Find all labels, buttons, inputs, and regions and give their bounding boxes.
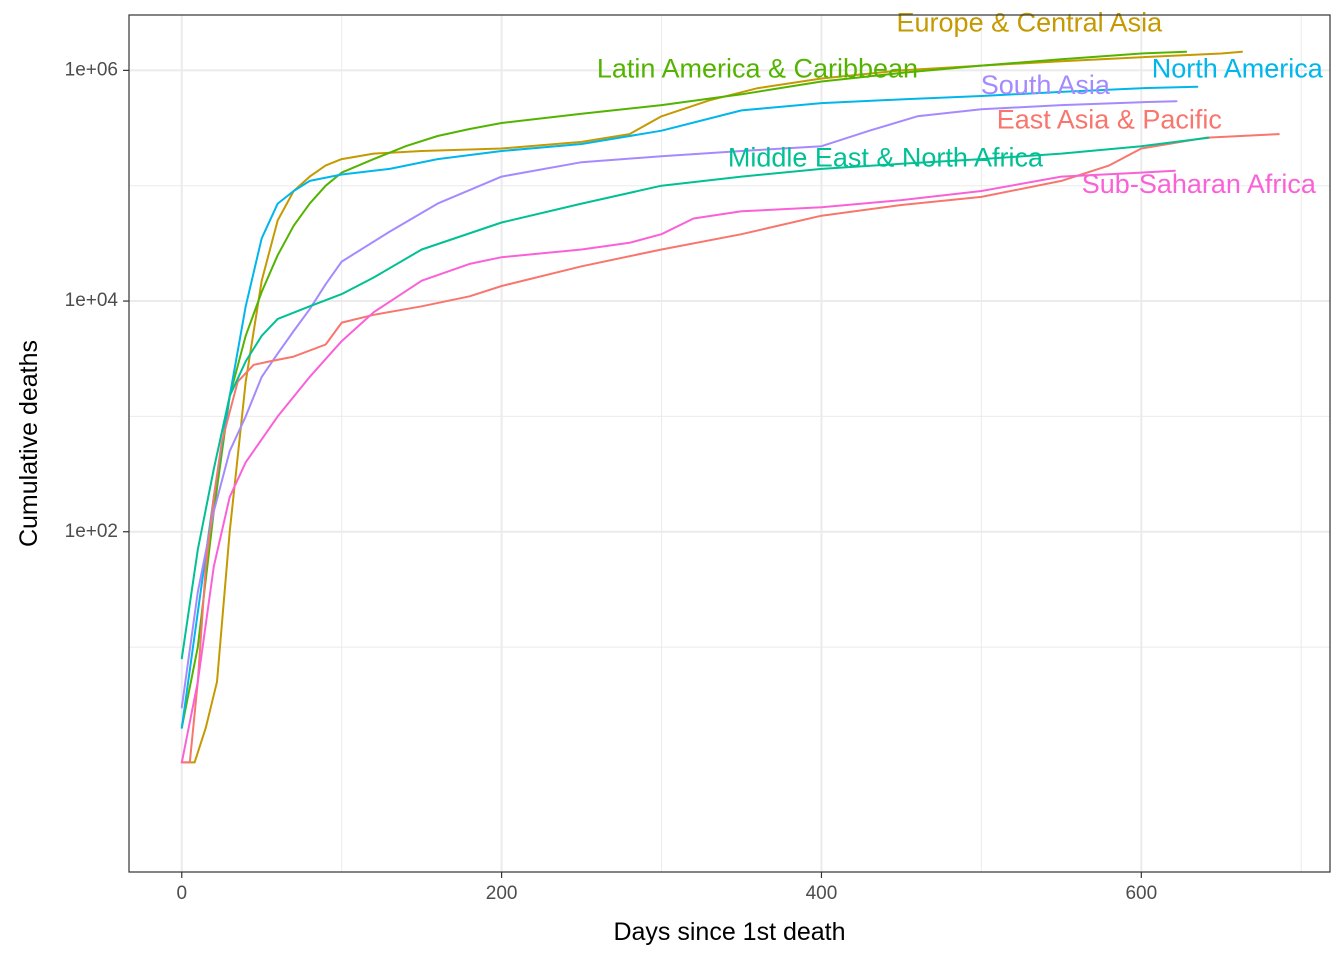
series-labels: Europe & Central Asia Latin America & Car… <box>597 8 1324 199</box>
series-label-sub-saharan-africa: Sub-Saharan Africa <box>1082 169 1317 199</box>
series-label-south-asia: South Asia <box>981 70 1111 100</box>
series-line-east-asia-pacific <box>180 133 1280 764</box>
x-axis: 0 200 400 600 <box>176 872 1157 904</box>
y-axis-title: Cumulative deaths <box>15 340 43 547</box>
series-line-sub-saharan-africa <box>180 169 1176 764</box>
x-tick-label: 600 <box>1125 883 1157 904</box>
grid <box>129 15 1330 872</box>
series-line-south-asia <box>180 100 1178 709</box>
series-label-latin-america-caribbean: Latin America & Caribbean <box>597 53 918 83</box>
series-line-latin-america-caribbean <box>180 50 1188 729</box>
x-tick-label: 400 <box>806 883 838 904</box>
y-tick-label: 1e+02 <box>65 521 118 542</box>
x-axis-title: Days since 1st death <box>613 918 845 946</box>
series-label-east-asia-pacific: East Asia & Pacific <box>997 105 1222 135</box>
y-axis: 1e+02 1e+04 1e+06 <box>65 59 129 542</box>
series-lines <box>180 50 1280 764</box>
series-line-middle-east-north-africa <box>180 136 1210 660</box>
series-label-europe-central-asia: Europe & Central Asia <box>897 8 1164 38</box>
y-tick-label: 1e+06 <box>65 59 118 80</box>
x-tick-label: 200 <box>486 883 518 904</box>
panel-border <box>128 14 1331 873</box>
series-label-north-america: North America <box>1152 53 1324 83</box>
series-label-middle-east-north-africa: Middle East & North Africa <box>728 142 1044 172</box>
x-tick-label: 0 <box>176 883 187 904</box>
series-line-north-america <box>180 85 1199 729</box>
y-tick-label: 1e+04 <box>65 290 119 311</box>
